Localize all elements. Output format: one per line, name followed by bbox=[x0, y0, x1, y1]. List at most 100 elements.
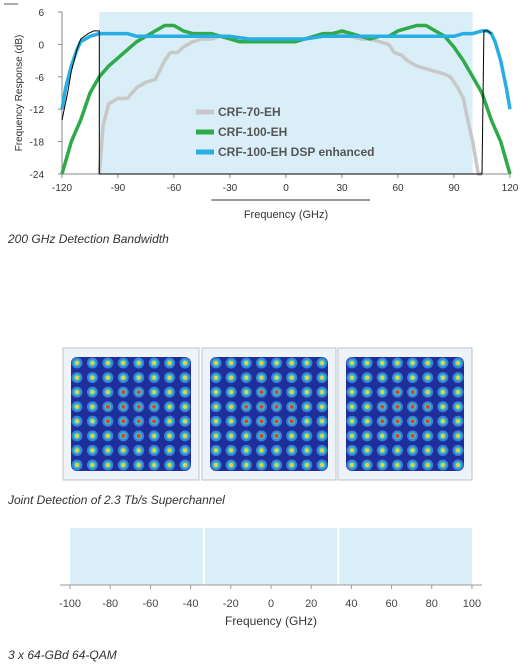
symbol-core bbox=[289, 375, 294, 380]
x-tick-label: -90 bbox=[111, 183, 126, 194]
constellation-2 bbox=[201, 347, 337, 481]
constellation-background bbox=[346, 357, 464, 471]
symbol-core bbox=[90, 419, 95, 424]
symbol-core bbox=[229, 375, 234, 380]
constellation-3 bbox=[337, 347, 473, 481]
symbol-core bbox=[183, 433, 187, 438]
symbol-core bbox=[350, 404, 354, 409]
y-tick-label: -18 bbox=[30, 138, 45, 149]
symbol-core bbox=[152, 448, 157, 453]
symbol-core bbox=[183, 448, 187, 453]
y-tick-label: 6 bbox=[38, 8, 44, 19]
symbol-core bbox=[304, 463, 309, 467]
symbol-core bbox=[456, 361, 460, 365]
symbol-core bbox=[425, 433, 430, 438]
symbol-core bbox=[121, 361, 126, 365]
symbol-core bbox=[167, 361, 172, 365]
subchannel-band-1 bbox=[70, 528, 203, 585]
symbol-core bbox=[244, 448, 249, 453]
symbol-core bbox=[259, 463, 264, 467]
symbol-core bbox=[320, 419, 324, 424]
symbol-core bbox=[289, 390, 294, 395]
symbol-core bbox=[214, 390, 218, 395]
symbol-core bbox=[440, 463, 445, 467]
symbol-core bbox=[75, 361, 79, 365]
symbol-core bbox=[410, 404, 415, 409]
symbol-core bbox=[136, 361, 141, 365]
symbol-core bbox=[440, 361, 445, 365]
symbol-core bbox=[365, 404, 370, 409]
symbol-core bbox=[350, 361, 354, 365]
symbol-core bbox=[183, 361, 187, 365]
constellation-background bbox=[71, 357, 191, 471]
symbol-core bbox=[289, 463, 294, 467]
x-tick-label: 0 bbox=[268, 598, 274, 610]
symbol-core bbox=[152, 390, 157, 395]
symbol-core bbox=[274, 419, 279, 424]
symbol-core bbox=[259, 448, 264, 453]
symbol-core bbox=[425, 390, 430, 395]
symbol-core bbox=[259, 433, 264, 438]
symbol-core bbox=[320, 361, 324, 365]
legend-label-1: CRF-100-EH bbox=[218, 125, 287, 139]
symbol-core bbox=[425, 375, 430, 380]
x-tick-label: 0 bbox=[283, 183, 289, 194]
x-tick-label: 80 bbox=[426, 598, 438, 610]
symbol-core bbox=[365, 361, 370, 365]
symbol-core bbox=[214, 463, 218, 467]
symbol-core bbox=[440, 448, 445, 453]
symbol-core bbox=[365, 463, 370, 467]
symbol-core bbox=[183, 390, 187, 395]
symbol-core bbox=[259, 419, 264, 424]
symbol-core bbox=[380, 361, 385, 365]
symbol-core bbox=[380, 375, 385, 380]
symbol-core bbox=[121, 448, 126, 453]
symbol-core bbox=[440, 390, 445, 395]
x-tick-label: 30 bbox=[336, 183, 348, 194]
symbol-core bbox=[121, 404, 126, 409]
x-tick-label: -30 bbox=[223, 183, 238, 194]
symbol-core bbox=[395, 361, 400, 365]
symbol-core bbox=[320, 404, 324, 409]
symbol-core bbox=[410, 375, 415, 380]
x-tick-label: -60 bbox=[142, 598, 158, 610]
symbol-core bbox=[136, 375, 141, 380]
chart2-axes: -100 -80 -60 -40 -20 0 20 40 60 80 100 Frequency (G… bbox=[59, 584, 482, 628]
symbol-core bbox=[320, 375, 324, 380]
symbol-core bbox=[105, 390, 110, 395]
symbol-core bbox=[456, 375, 460, 380]
symbol-core bbox=[440, 419, 445, 424]
constellation-panel bbox=[62, 347, 473, 481]
symbol-core bbox=[410, 361, 415, 365]
symbol-core bbox=[320, 448, 324, 453]
x-tick-label: -60 bbox=[167, 183, 182, 194]
superchannel-caption: Joint Detection of 2.3 Tb/s Superchannel bbox=[8, 493, 225, 507]
legend-label-2: CRF-100-EH DSP enhanced bbox=[218, 145, 375, 159]
symbol-core bbox=[380, 419, 385, 424]
symbol-core bbox=[121, 433, 126, 438]
symbol-core bbox=[456, 419, 460, 424]
symbol-core bbox=[259, 404, 264, 409]
symbol-core bbox=[350, 448, 354, 453]
series-line-1 bbox=[60, 23, 512, 175]
y-tick-label: -6 bbox=[35, 73, 44, 84]
symbol-core bbox=[274, 361, 279, 365]
modulation-caption: 3 x 64-GBd 64-QAM bbox=[8, 648, 117, 662]
symbol-core bbox=[90, 463, 95, 467]
symbol-core bbox=[75, 419, 79, 424]
subchannel-band-2 bbox=[204, 528, 338, 585]
x-tick-label: 60 bbox=[385, 598, 397, 610]
y-tick-label: -24 bbox=[30, 170, 45, 181]
symbol-core bbox=[440, 375, 445, 380]
superchannel-band-chart: -100 -80 -60 -40 -20 0 20 40 60 80 100 Frequency (G… bbox=[59, 528, 482, 628]
symbol-core bbox=[244, 375, 249, 380]
symbol-core bbox=[244, 361, 249, 365]
symbol-core bbox=[214, 404, 218, 409]
symbol-core bbox=[136, 419, 141, 424]
x-axis-label: Frequency (GHz) bbox=[244, 209, 328, 221]
symbol-core bbox=[229, 361, 234, 365]
x-tick-label: -100 bbox=[59, 598, 81, 610]
symbol-core bbox=[410, 419, 415, 424]
symbol-core bbox=[456, 463, 460, 467]
symbol-core bbox=[410, 433, 415, 438]
